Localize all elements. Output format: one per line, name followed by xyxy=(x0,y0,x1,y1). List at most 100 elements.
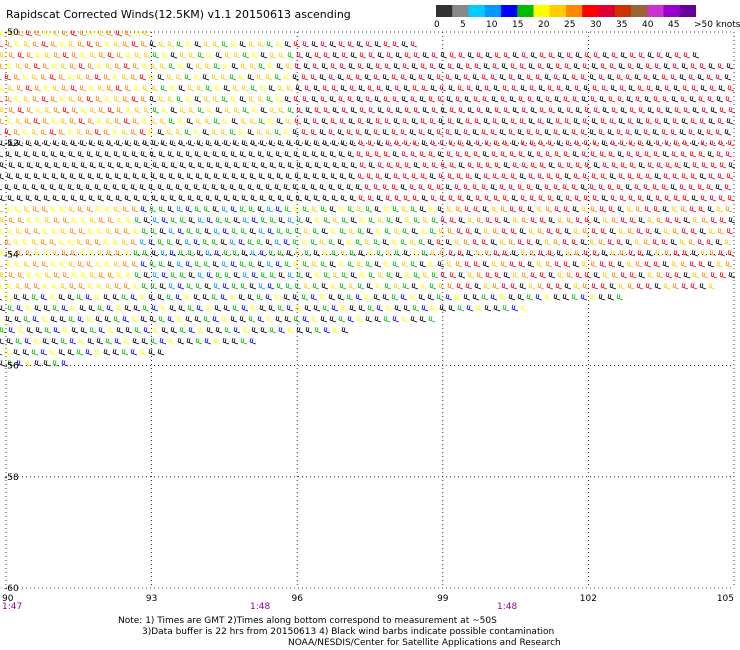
wind-barb xyxy=(499,238,507,246)
wind-barb xyxy=(572,150,580,158)
wind-barb xyxy=(292,238,300,246)
wind-barb xyxy=(152,106,160,114)
wind-barb xyxy=(573,282,581,290)
wind-barb xyxy=(601,194,609,202)
wind-barb xyxy=(564,117,572,125)
wind-barb xyxy=(574,84,582,92)
wind-barb xyxy=(607,183,615,191)
wind-barb xyxy=(611,106,619,114)
wind-barb xyxy=(384,172,392,180)
wind-barb xyxy=(258,62,266,70)
wind-barb xyxy=(159,117,167,125)
wind-barb xyxy=(376,304,384,312)
wind-barb xyxy=(251,326,259,334)
wind-barb xyxy=(6,227,14,235)
wind-barb xyxy=(555,62,563,70)
wind-barb xyxy=(265,238,273,246)
wind-barb xyxy=(454,183,462,191)
wind-barb xyxy=(5,205,13,213)
wind-barb xyxy=(323,216,331,224)
wind-barb xyxy=(77,40,85,48)
wind-barb xyxy=(395,106,403,114)
wind-barb xyxy=(257,40,265,48)
wind-barb xyxy=(33,282,41,290)
wind-barb xyxy=(34,304,42,312)
wind-barb xyxy=(86,40,94,48)
wind-barb xyxy=(717,172,725,180)
wind-barb xyxy=(447,62,455,70)
wind-barb xyxy=(700,84,708,92)
wind-barb xyxy=(310,293,318,301)
wind-barb xyxy=(530,271,538,279)
wind-barb xyxy=(382,73,390,81)
wind-barb xyxy=(411,62,419,70)
wind-barb xyxy=(125,326,133,334)
wind-barb xyxy=(0,133,3,136)
wind-barb xyxy=(518,205,526,213)
wind-barb xyxy=(231,337,239,345)
wind-barb xyxy=(166,183,174,191)
wind-barb xyxy=(481,293,489,301)
wind-barb xyxy=(139,348,147,356)
wind-barb xyxy=(348,62,356,70)
wind-barb xyxy=(346,238,354,246)
wind-barb xyxy=(656,161,664,169)
wind-barb xyxy=(391,73,399,81)
wind-barb xyxy=(212,95,220,103)
wind-barb xyxy=(168,117,176,125)
colorbar-label: 10 xyxy=(486,20,498,30)
wind-barb xyxy=(598,183,606,191)
wind-barb xyxy=(340,304,348,312)
wind-barb xyxy=(521,51,529,59)
wind-barb xyxy=(302,40,310,48)
wind-barb xyxy=(626,205,634,213)
wind-barb xyxy=(674,216,682,224)
wind-barb xyxy=(683,51,691,59)
wind-barb xyxy=(665,106,673,114)
wind-barb xyxy=(482,205,490,213)
wind-barb xyxy=(436,183,444,191)
colorbar-label: 5 xyxy=(460,20,466,30)
wind-barb xyxy=(323,326,331,334)
wind-barb xyxy=(107,326,115,334)
wind-barb xyxy=(580,293,588,301)
wind-barb xyxy=(222,172,230,180)
wind-barb xyxy=(358,84,366,92)
wind-barb xyxy=(230,315,238,323)
wind-barb xyxy=(392,260,400,268)
wind-barb xyxy=(420,117,428,125)
wind-barb xyxy=(232,249,240,257)
wind-barb xyxy=(367,304,375,312)
wind-barb xyxy=(652,183,660,191)
wind-barb xyxy=(546,117,554,125)
wind-barb xyxy=(283,73,291,81)
wind-barb xyxy=(167,260,175,268)
wind-barb xyxy=(62,271,70,279)
wind-barb xyxy=(224,161,232,169)
wind-barb xyxy=(204,117,212,125)
wind-barb xyxy=(140,95,148,103)
wind-barb xyxy=(520,304,528,312)
colorbar-swatch xyxy=(501,5,518,17)
wind-barb xyxy=(76,238,84,246)
wind-barb xyxy=(304,249,312,257)
wind-barb xyxy=(610,139,618,147)
wind-barb xyxy=(132,117,140,125)
wind-barb xyxy=(44,51,52,59)
wind-barb xyxy=(341,216,349,224)
wind-barb xyxy=(699,282,707,290)
wind-barb xyxy=(177,337,185,345)
wind-barb xyxy=(71,271,79,279)
wind-barb xyxy=(644,260,652,268)
wind-barb xyxy=(0,261,4,268)
wind-barb xyxy=(376,84,384,92)
wind-barb xyxy=(113,150,121,158)
wind-barb xyxy=(384,62,392,70)
wind-barb xyxy=(355,293,363,301)
wind-barb xyxy=(492,282,500,290)
wind-barb xyxy=(627,227,635,235)
wind-barb xyxy=(4,293,12,301)
wind-barb xyxy=(467,51,475,59)
wind-barb xyxy=(393,227,401,235)
wind-barb xyxy=(636,62,644,70)
